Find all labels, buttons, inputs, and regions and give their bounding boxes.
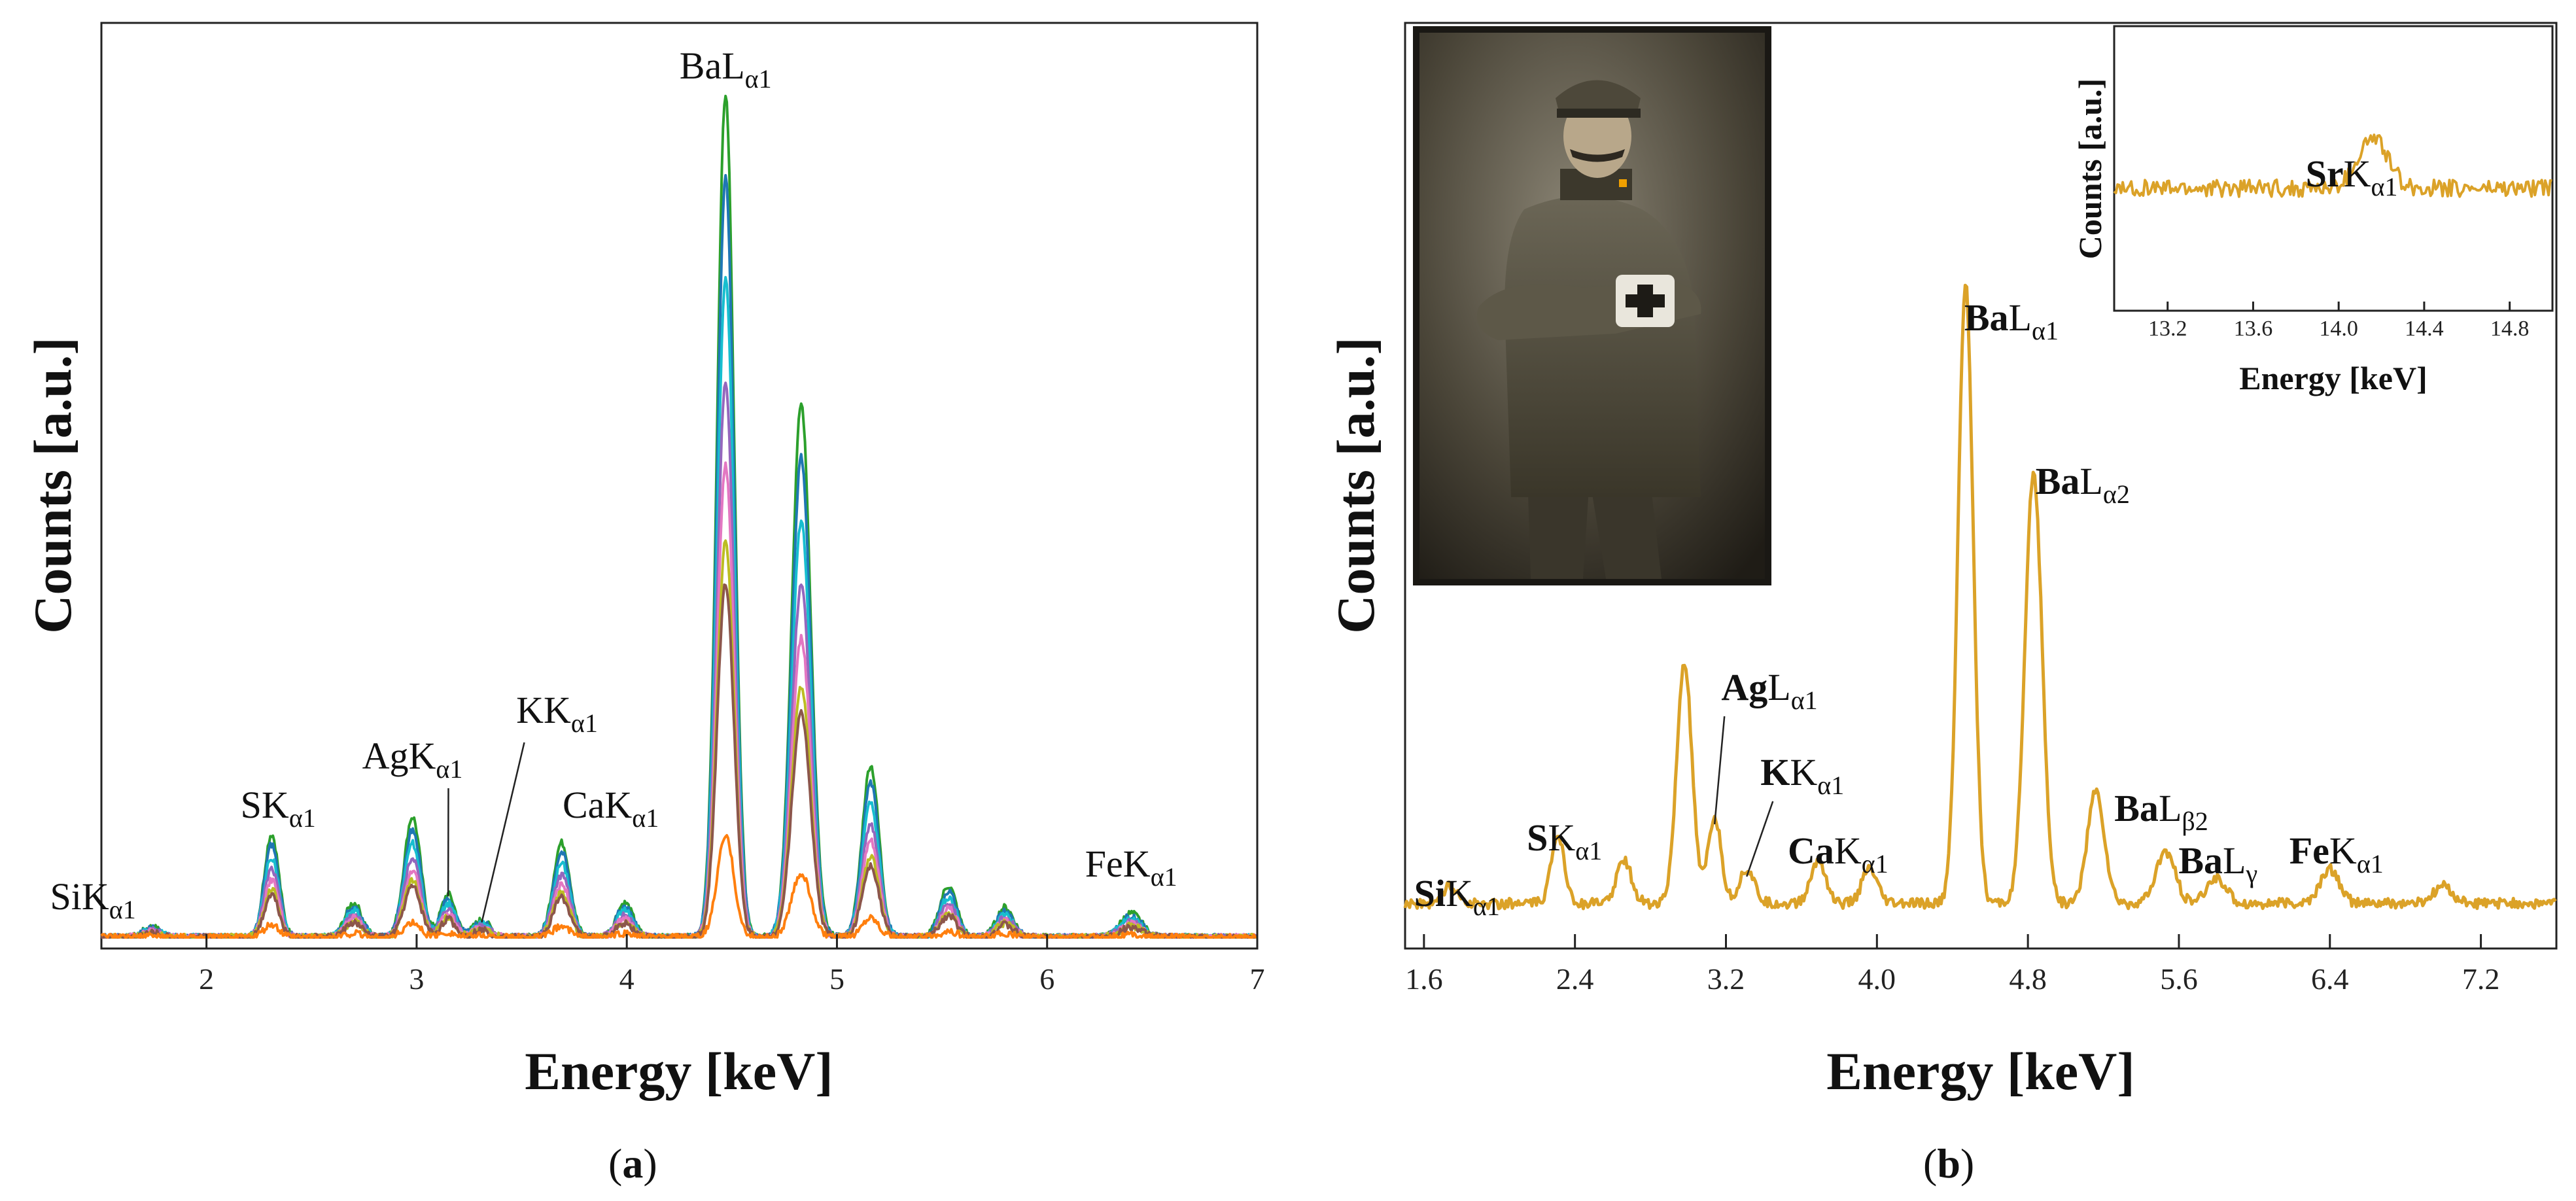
panel-a-caption: (a) bbox=[608, 1140, 657, 1187]
panel-a-x-axis-label: Energy [keV] bbox=[525, 1041, 833, 1101]
panel-b-peak-label-k-3: KKα1 bbox=[1760, 751, 1844, 800]
a-xtick-label-0: 2 bbox=[199, 962, 214, 996]
inset-x-axis-label: Energy [keV] bbox=[2239, 360, 2427, 396]
inset-peak-label-sr: SrKα1 bbox=[2306, 152, 2398, 201]
panel-a-peak-label-k: KKα1 bbox=[516, 689, 598, 738]
b-xtick-label-3: 4.0 bbox=[1858, 962, 1896, 996]
panel-b-peak-label-si-0: SiKα1 bbox=[1414, 872, 1500, 921]
panel-b-spectrum-line bbox=[1403, 283, 2557, 911]
inset-xtick-label-3: 14.4 bbox=[2405, 317, 2444, 341]
a-xtick-label-2: 4 bbox=[619, 962, 635, 996]
inset-y-axis-label: Counts [a.u.] bbox=[2072, 78, 2108, 259]
panel-b-peak-label-s-1: SKα1 bbox=[1527, 816, 1602, 865]
panel-b: 1.6 2.4 3.2 4.0 4.8 5.6 6.4 7.2 SiKα1 SKα1 AgLα1 K… bbox=[1326, 22, 2558, 1187]
panel-b-peak-label-ba-5: BaLα1 bbox=[1964, 296, 2059, 345]
panel-a-peak-label-ca: CaKα1 bbox=[563, 784, 659, 833]
a-xtick-label-3: 5 bbox=[829, 962, 844, 996]
panel-b-peak-label-fe-9: FeKα1 bbox=[2289, 829, 2384, 879]
panel-b-x-axis-label: Energy [keV] bbox=[1826, 1041, 2134, 1101]
panel-a-peak-labels: SiKα1 SKα1 AgKα1 KKα1 CaKα1 BaLα1 FeKα1 bbox=[50, 44, 1177, 924]
panel-a-x-ticks: 2 3 4 5 6 7 bbox=[199, 934, 1265, 996]
panel-a-frame bbox=[100, 22, 1259, 950]
b-xtick-label-1: 2.4 bbox=[1556, 962, 1594, 996]
panel-b-peak-labels: SiKα1 SKα1 AgLα1 KKα1 CaKα1 BaLα1 BaLα2 BaLβ2Ba… bbox=[1414, 296, 2384, 921]
b-xtick-label-5: 5.6 bbox=[2160, 962, 2198, 996]
panel-b-y-axis-label: Counts [a.u.] bbox=[1326, 337, 1385, 633]
panel-a-peak-label-ba: BaLα1 bbox=[680, 44, 772, 94]
b-xtick-label-2: 3.2 bbox=[1707, 962, 1745, 996]
b-xtick-label-7: 7.2 bbox=[2462, 962, 2500, 996]
b-xtick-label-6: 6.4 bbox=[2311, 962, 2349, 996]
inset-spectrum-line bbox=[2113, 133, 2552, 198]
inset-chart: 13.2 13.6 14.0 14.4 14.8 Energy [keV] Counts… bbox=[2072, 25, 2554, 396]
panel-a-series-group bbox=[100, 94, 1258, 939]
panel-a-series-5 bbox=[101, 539, 1257, 939]
panel-b-x-ticks: 1.6 2.4 3.2 4.0 4.8 5.6 6.4 7.2 bbox=[1405, 934, 2499, 996]
inset-x-ticks: 13.2 13.6 14.0 14.4 14.8 bbox=[2148, 302, 2529, 341]
panel-b-peak-label-ca-4: CaKα1 bbox=[1788, 829, 1888, 879]
inset-frame bbox=[2113, 25, 2554, 312]
panel-a: 2 3 4 5 6 7 SiKα1 SKα1 AgKα1 KKα1 CaKα1 BaLα1 FeKα1… bbox=[23, 22, 1265, 1187]
panel-a-peak-label-ag: AgKα1 bbox=[362, 735, 463, 784]
a-xtick-label-4: 6 bbox=[1039, 962, 1054, 996]
b-xtick-label-0: 1.6 bbox=[1405, 962, 1443, 996]
panel-a-peak-label-fe: FeKα1 bbox=[1085, 843, 1177, 892]
panel-b-caption: (b) bbox=[1923, 1140, 1974, 1187]
panel-b-leader-ag bbox=[1713, 716, 1726, 825]
panel-a-leader-k bbox=[481, 742, 525, 923]
panel-b-peak-label-ba-6: BaLα2 bbox=[2036, 460, 2130, 509]
panel-a-y-axis-label: Counts [a.u.] bbox=[23, 337, 82, 633]
panel-a-peak-label-si: SiKα1 bbox=[50, 875, 135, 924]
inset-xtick-label-0: 13.2 bbox=[2148, 317, 2187, 341]
panel-a-series-7 bbox=[100, 834, 1257, 939]
inset-xtick-label-4: 14.8 bbox=[2490, 317, 2530, 341]
a-xtick-label-1: 3 bbox=[409, 962, 424, 996]
panel-a-peak-label-s: SKα1 bbox=[241, 784, 316, 833]
panel-b-peak-label-ag-2: AgLα1 bbox=[1721, 666, 1817, 715]
panel-b-frame bbox=[1404, 22, 2558, 950]
inset-xtick-label-2: 14.0 bbox=[2319, 317, 2358, 341]
panel-b-peak-label-ba-8: BaLγ bbox=[2178, 839, 2257, 888]
panel-b-peak-label-ba-7: BaLβ2 bbox=[2114, 787, 2208, 836]
inset-xtick-label-1: 13.6 bbox=[2234, 317, 2273, 341]
panel-b-leader-k bbox=[1746, 801, 1774, 877]
a-xtick-label-5: 7 bbox=[1250, 962, 1265, 996]
soldier-photo bbox=[1413, 26, 1771, 585]
b-xtick-label-4: 4.8 bbox=[2009, 962, 2047, 996]
